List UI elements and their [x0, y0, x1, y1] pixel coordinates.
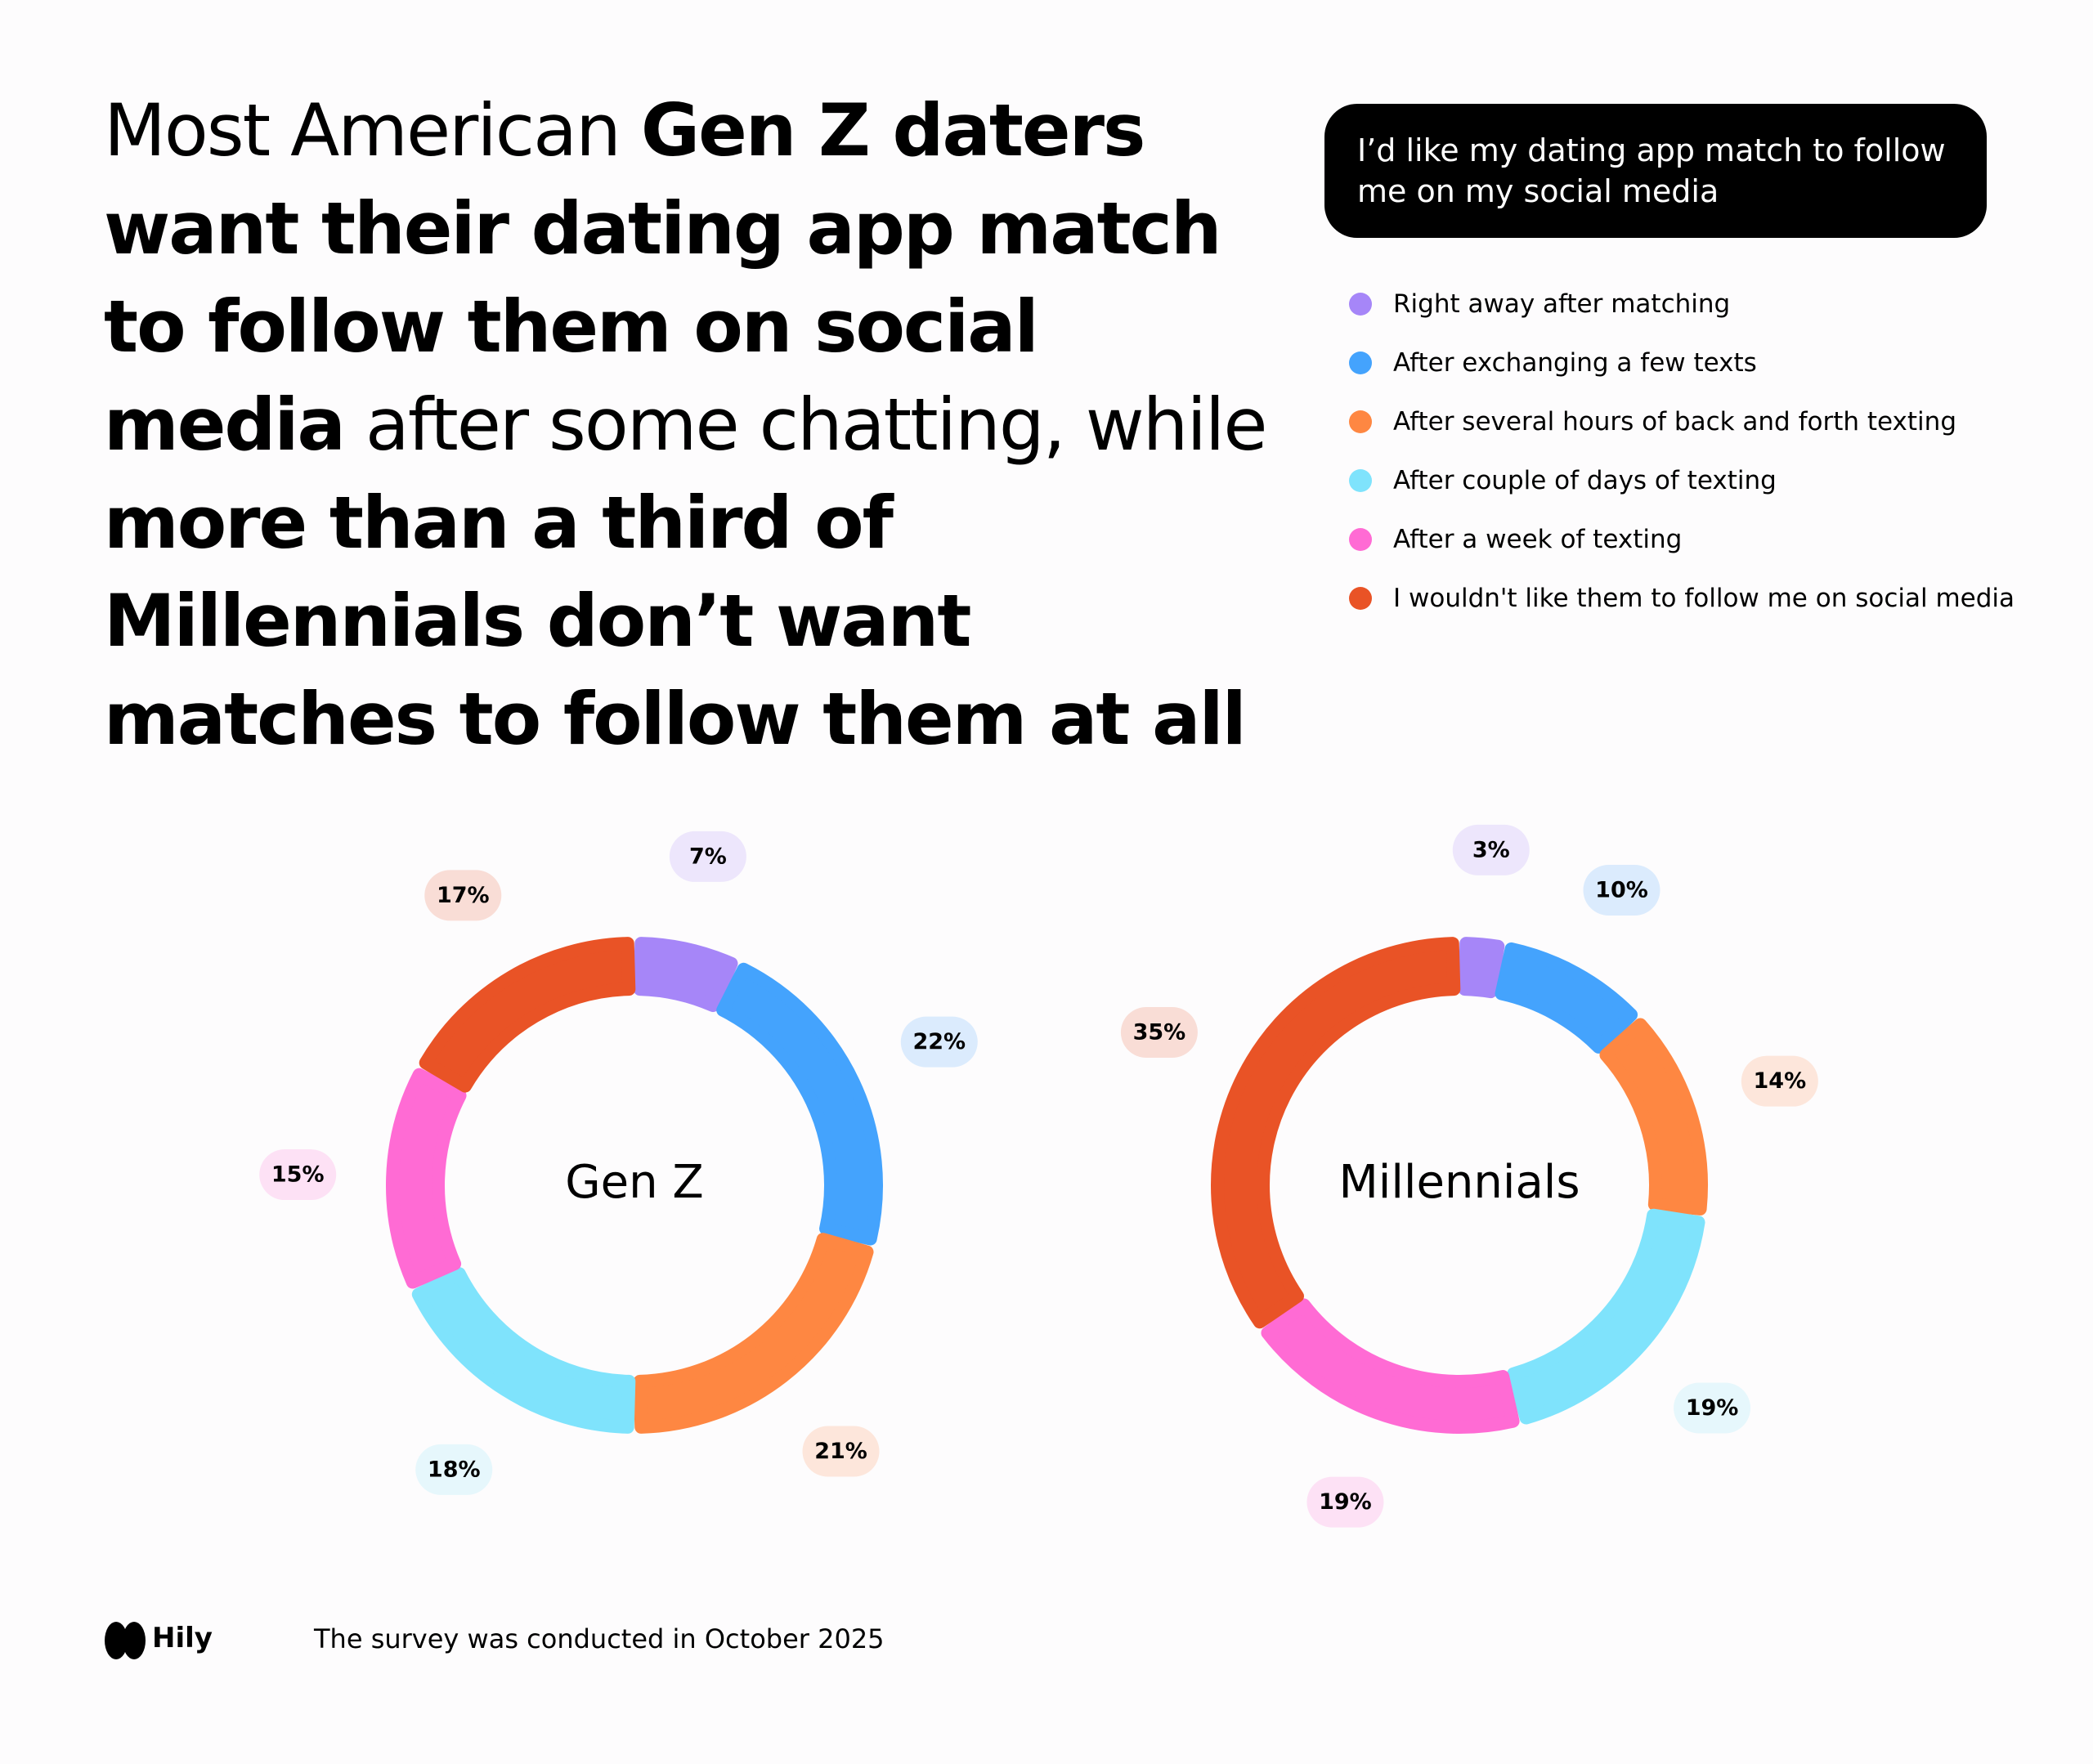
value-label: 19% [1319, 1489, 1372, 1515]
donut-segment [1458, 937, 1505, 999]
donut-segment [1211, 937, 1461, 1329]
headline-part: Gen Z daters want their dating app match… [104, 88, 1221, 467]
headline-part: more than a third of Millennials don’t w… [104, 481, 1247, 761]
brand-logo [105, 1622, 146, 1659]
donut-segment [633, 1233, 874, 1434]
value-label-bg [1583, 864, 1661, 916]
center-label: Millennials [1338, 1156, 1580, 1209]
legend-dot [1349, 469, 1372, 492]
center-label: Gen Z [565, 1156, 704, 1209]
legend-label: After exchanging a few texts [1393, 348, 1757, 378]
legend-label: After couple of days of texting [1393, 466, 1777, 495]
value-label-bg [802, 1426, 880, 1477]
legend: Right away after matching After exchangin… [1349, 275, 2015, 628]
value-label: 18% [428, 1457, 481, 1482]
value-label-bg [1741, 1055, 1818, 1107]
value-label: 21% [814, 1439, 867, 1464]
value-label-bg [259, 1149, 337, 1201]
legend-item: After exchanging a few texts [1349, 334, 2015, 392]
donut-segment [411, 1267, 636, 1434]
value-label-bg [424, 870, 502, 921]
value-label: 35% [1133, 1019, 1186, 1045]
value-label-bg [415, 1444, 493, 1495]
value-label: 19% [1686, 1395, 1739, 1421]
legend-item: After a week of texting [1349, 510, 2015, 569]
headline-part: after some chatting, while [343, 383, 1268, 467]
donut-segment [1495, 942, 1638, 1054]
legend-dot [1349, 410, 1372, 433]
donut-segment [1507, 1208, 1705, 1425]
value-label-bg [669, 831, 746, 882]
value-label: 14% [1754, 1068, 1807, 1094]
legend-dot [1349, 351, 1372, 374]
donut-segment [1599, 1018, 1708, 1216]
value-label: 3% [1472, 837, 1510, 862]
value-label: 7% [689, 844, 727, 869]
donut-segment [419, 937, 636, 1093]
headline-part: Most American [104, 88, 641, 172]
value-label: 10% [1595, 877, 1648, 902]
legend-item: After several hours of back and forth te… [1349, 392, 2015, 451]
donut-segment [633, 937, 738, 1013]
donut-segment [1261, 1298, 1520, 1434]
value-label-bg [1306, 1476, 1384, 1528]
legend-label: I wouldn't like them to follow me on soc… [1393, 584, 2015, 613]
legend-label: After a week of texting [1393, 525, 1683, 554]
legend-title: I’d like my dating app match to follow m… [1324, 104, 1987, 238]
value-label-bg [1120, 1006, 1198, 1058]
value-label-bg [1452, 824, 1530, 875]
value-label: 15% [271, 1162, 325, 1188]
value-label-bg [1674, 1382, 1751, 1434]
value-label: 22% [912, 1029, 966, 1054]
legend-label: After several hours of back and forth te… [1393, 407, 1956, 437]
legend-item: After couple of days of texting [1349, 451, 2015, 510]
footer-note: The survey was conducted in October 2025 [314, 1623, 885, 1654]
brand: Hily [152, 1622, 213, 1654]
legend-item: Right away after matching [1349, 275, 2015, 334]
legend-item: I wouldn't like them to follow me on soc… [1349, 569, 2015, 628]
legend-dot [1349, 528, 1372, 551]
value-label-bg [900, 1016, 978, 1068]
legend-dot [1349, 293, 1372, 316]
headline: Most American Gen Z daters want their da… [104, 82, 1297, 768]
donut-segment [716, 962, 883, 1246]
donut-segment [386, 1068, 467, 1289]
legend-dot [1349, 587, 1372, 610]
legend-label: Right away after matching [1393, 289, 1731, 319]
value-label: 17% [437, 883, 490, 908]
